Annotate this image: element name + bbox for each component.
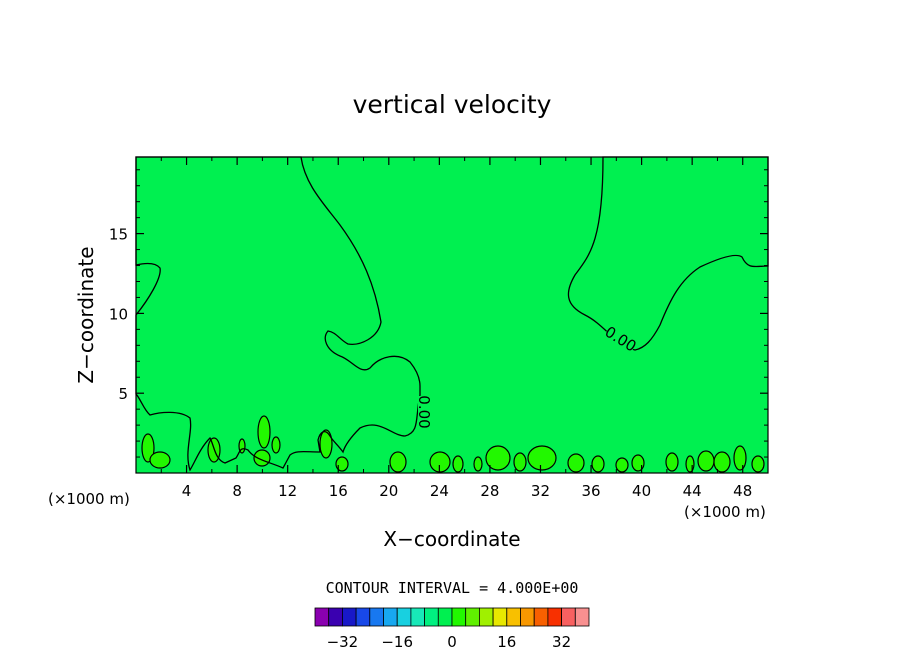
colorbar-swatch (465, 607, 480, 627)
plot-area: 0.000.00 (135, 156, 769, 474)
chart-title: vertical velocity (353, 90, 552, 119)
colorbar-tick-label: 32 (552, 633, 571, 651)
x-tick-label: 48 (733, 482, 752, 500)
x-tick-label: 44 (683, 482, 702, 500)
x-tick-label: 36 (581, 482, 600, 500)
x-tick-labels: 4 8 12 16 20 24 28 32 36 40 44 48 (182, 482, 752, 500)
colorbar-swatch (451, 607, 467, 627)
x-axis-label: X−coordinate (383, 527, 520, 551)
colorbar-swatch (506, 607, 521, 627)
colorbar (314, 607, 590, 627)
colorbar-swatch (437, 607, 453, 627)
x-tick-label: 12 (278, 482, 297, 500)
y-tick-label: 10 (109, 305, 128, 323)
x-tick-label: 32 (531, 482, 550, 500)
axis-ticks (136, 157, 768, 473)
zero-contour-lines (135, 156, 769, 472)
negative-velocity-region (136, 157, 768, 473)
contour-label: 0.00 (415, 395, 433, 428)
colorbar-swatch (369, 607, 384, 627)
y-axis-label: Z−coordinate (74, 246, 98, 383)
colorbar-swatch (355, 607, 371, 627)
colorbar-swatch (383, 607, 398, 627)
colorbar-swatch (314, 607, 330, 627)
small-contours (141, 415, 765, 473)
x-tick-label: 28 (480, 482, 499, 500)
colorbar-swatch (520, 607, 535, 627)
colorbar-swatch (478, 607, 494, 627)
colorbar-swatch (533, 607, 549, 627)
colorbar-swatch (328, 607, 343, 627)
y-tick-labels: 5 10 15 (109, 226, 128, 404)
contour-interval-text: CONTOUR INTERVAL = 4.000E+00 (326, 579, 579, 597)
x-tick-label: 8 (232, 482, 242, 500)
plot-frame (135, 156, 769, 474)
colorbar-tick-label: 0 (447, 633, 457, 651)
x-unit-label-left: (×1000 m) (48, 490, 130, 508)
colorbar-swatch (341, 607, 357, 627)
colorbar-tick-labels: −32 −16 0 16 32 (327, 633, 572, 651)
colorbar-swatch (547, 607, 563, 627)
x-tick-label: 24 (430, 482, 449, 500)
colorbar-swatch (410, 607, 425, 627)
y-tick-label: 15 (109, 226, 128, 244)
x-tick-label: 16 (329, 482, 348, 500)
x-tick-label: 40 (632, 482, 651, 500)
x-tick-label: 20 (379, 482, 398, 500)
colorbar-tick-label: 16 (497, 633, 516, 651)
colorbar-swatch (492, 607, 508, 627)
colorbar-tick-label: −16 (381, 633, 413, 651)
colorbar-swatch (424, 607, 439, 627)
x-tick-label: 4 (182, 482, 192, 500)
colorbar-swatch (396, 607, 412, 627)
colorbar-swatch (561, 607, 576, 627)
x-unit-label-right: (×1000 m) (684, 503, 766, 521)
colorbar-swatch (574, 607, 590, 627)
y-tick-label: 5 (118, 385, 128, 403)
colorbar-tick-label: −32 (327, 633, 359, 651)
